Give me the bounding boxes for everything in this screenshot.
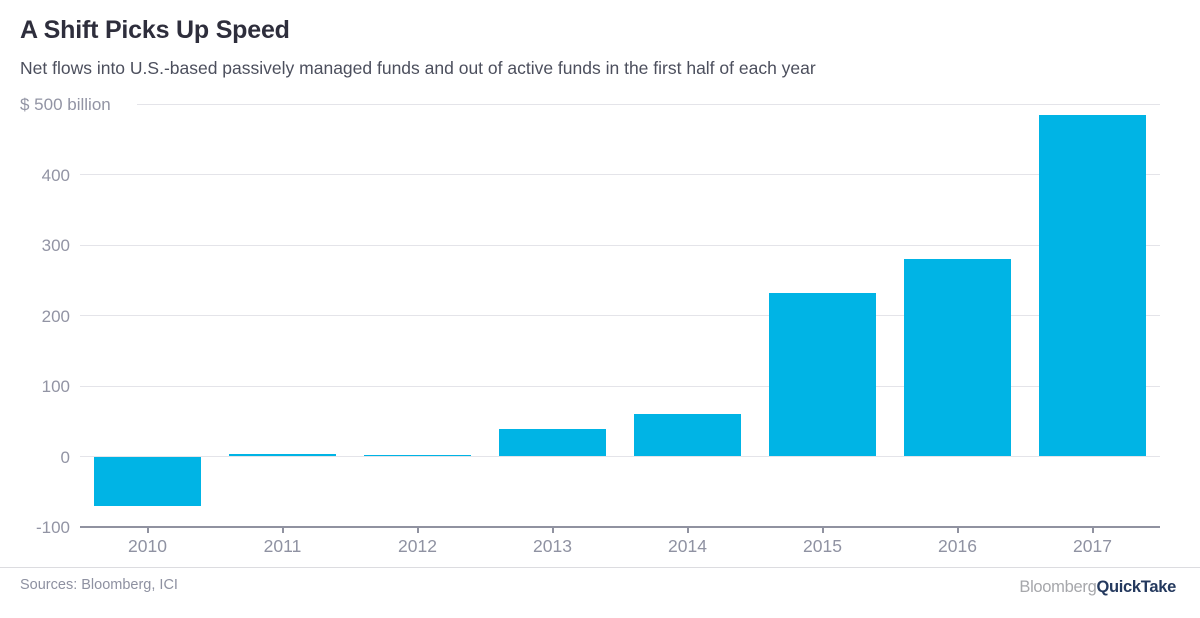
y-axis-tick-label: -100	[35, 518, 70, 537]
y-axis-tick-label: 300	[41, 236, 70, 255]
x-axis-tick	[281, 528, 284, 533]
bar-2012	[364, 455, 471, 457]
gridline-300	[80, 244, 1160, 246]
bar-2011	[229, 453, 336, 457]
bar-2017	[1039, 115, 1146, 457]
gridline-500	[137, 103, 1160, 105]
x-axis-label-2010: 2010	[128, 536, 167, 556]
x-axis-label-2011: 2011	[263, 536, 302, 556]
bar-2014	[634, 414, 741, 457]
x-axis-tick	[551, 528, 554, 533]
sources-note: Sources: Bloomberg, ICI	[20, 577, 178, 593]
x-axis-tick	[146, 528, 149, 533]
x-axis-tick	[956, 528, 959, 533]
x-axis-baseline	[80, 526, 1160, 528]
x-axis-tick	[1091, 528, 1094, 533]
gridline-100	[80, 385, 1160, 387]
x-axis-label-2012: 2012	[398, 536, 437, 556]
x-axis-label-2014: 2014	[668, 536, 707, 556]
bar-2013	[499, 429, 606, 457]
bar-2016	[904, 259, 1011, 457]
y-axis-tick-label: 100	[41, 377, 70, 396]
x-axis-label-2016: 2016	[938, 536, 977, 556]
bloomberg-quicktake-logo: BloombergQuickTake	[1019, 578, 1176, 597]
chart-title: A Shift Picks Up Speed	[20, 16, 290, 44]
gridline-400	[80, 174, 1160, 175]
logo-quicktake: QuickTake	[1096, 578, 1176, 596]
gridline-200	[80, 315, 1160, 316]
x-axis-tick	[686, 528, 689, 533]
x-axis-tick	[416, 528, 419, 533]
x-axis-label-2017: 2017	[1073, 536, 1112, 556]
gridline-0	[80, 456, 1160, 457]
x-axis-tick	[821, 528, 824, 533]
bar-2015	[769, 292, 876, 457]
chart-subtitle: Net flows into U.S.-based passively mana…	[20, 58, 816, 78]
y-axis-tick-label: 0	[60, 447, 70, 467]
bar-2010	[94, 456, 201, 506]
x-axis-label-2015: 2015	[803, 536, 842, 556]
logo-bloomberg: Bloomberg	[1019, 578, 1097, 596]
footer-divider	[0, 567, 1200, 568]
y-axis-tick-label: 400	[41, 165, 70, 185]
y-axis-tick-label: 200	[41, 306, 70, 326]
x-axis-label-2013: 2013	[533, 536, 572, 556]
y-axis-tick-label: $ 500 billion	[20, 95, 111, 114]
